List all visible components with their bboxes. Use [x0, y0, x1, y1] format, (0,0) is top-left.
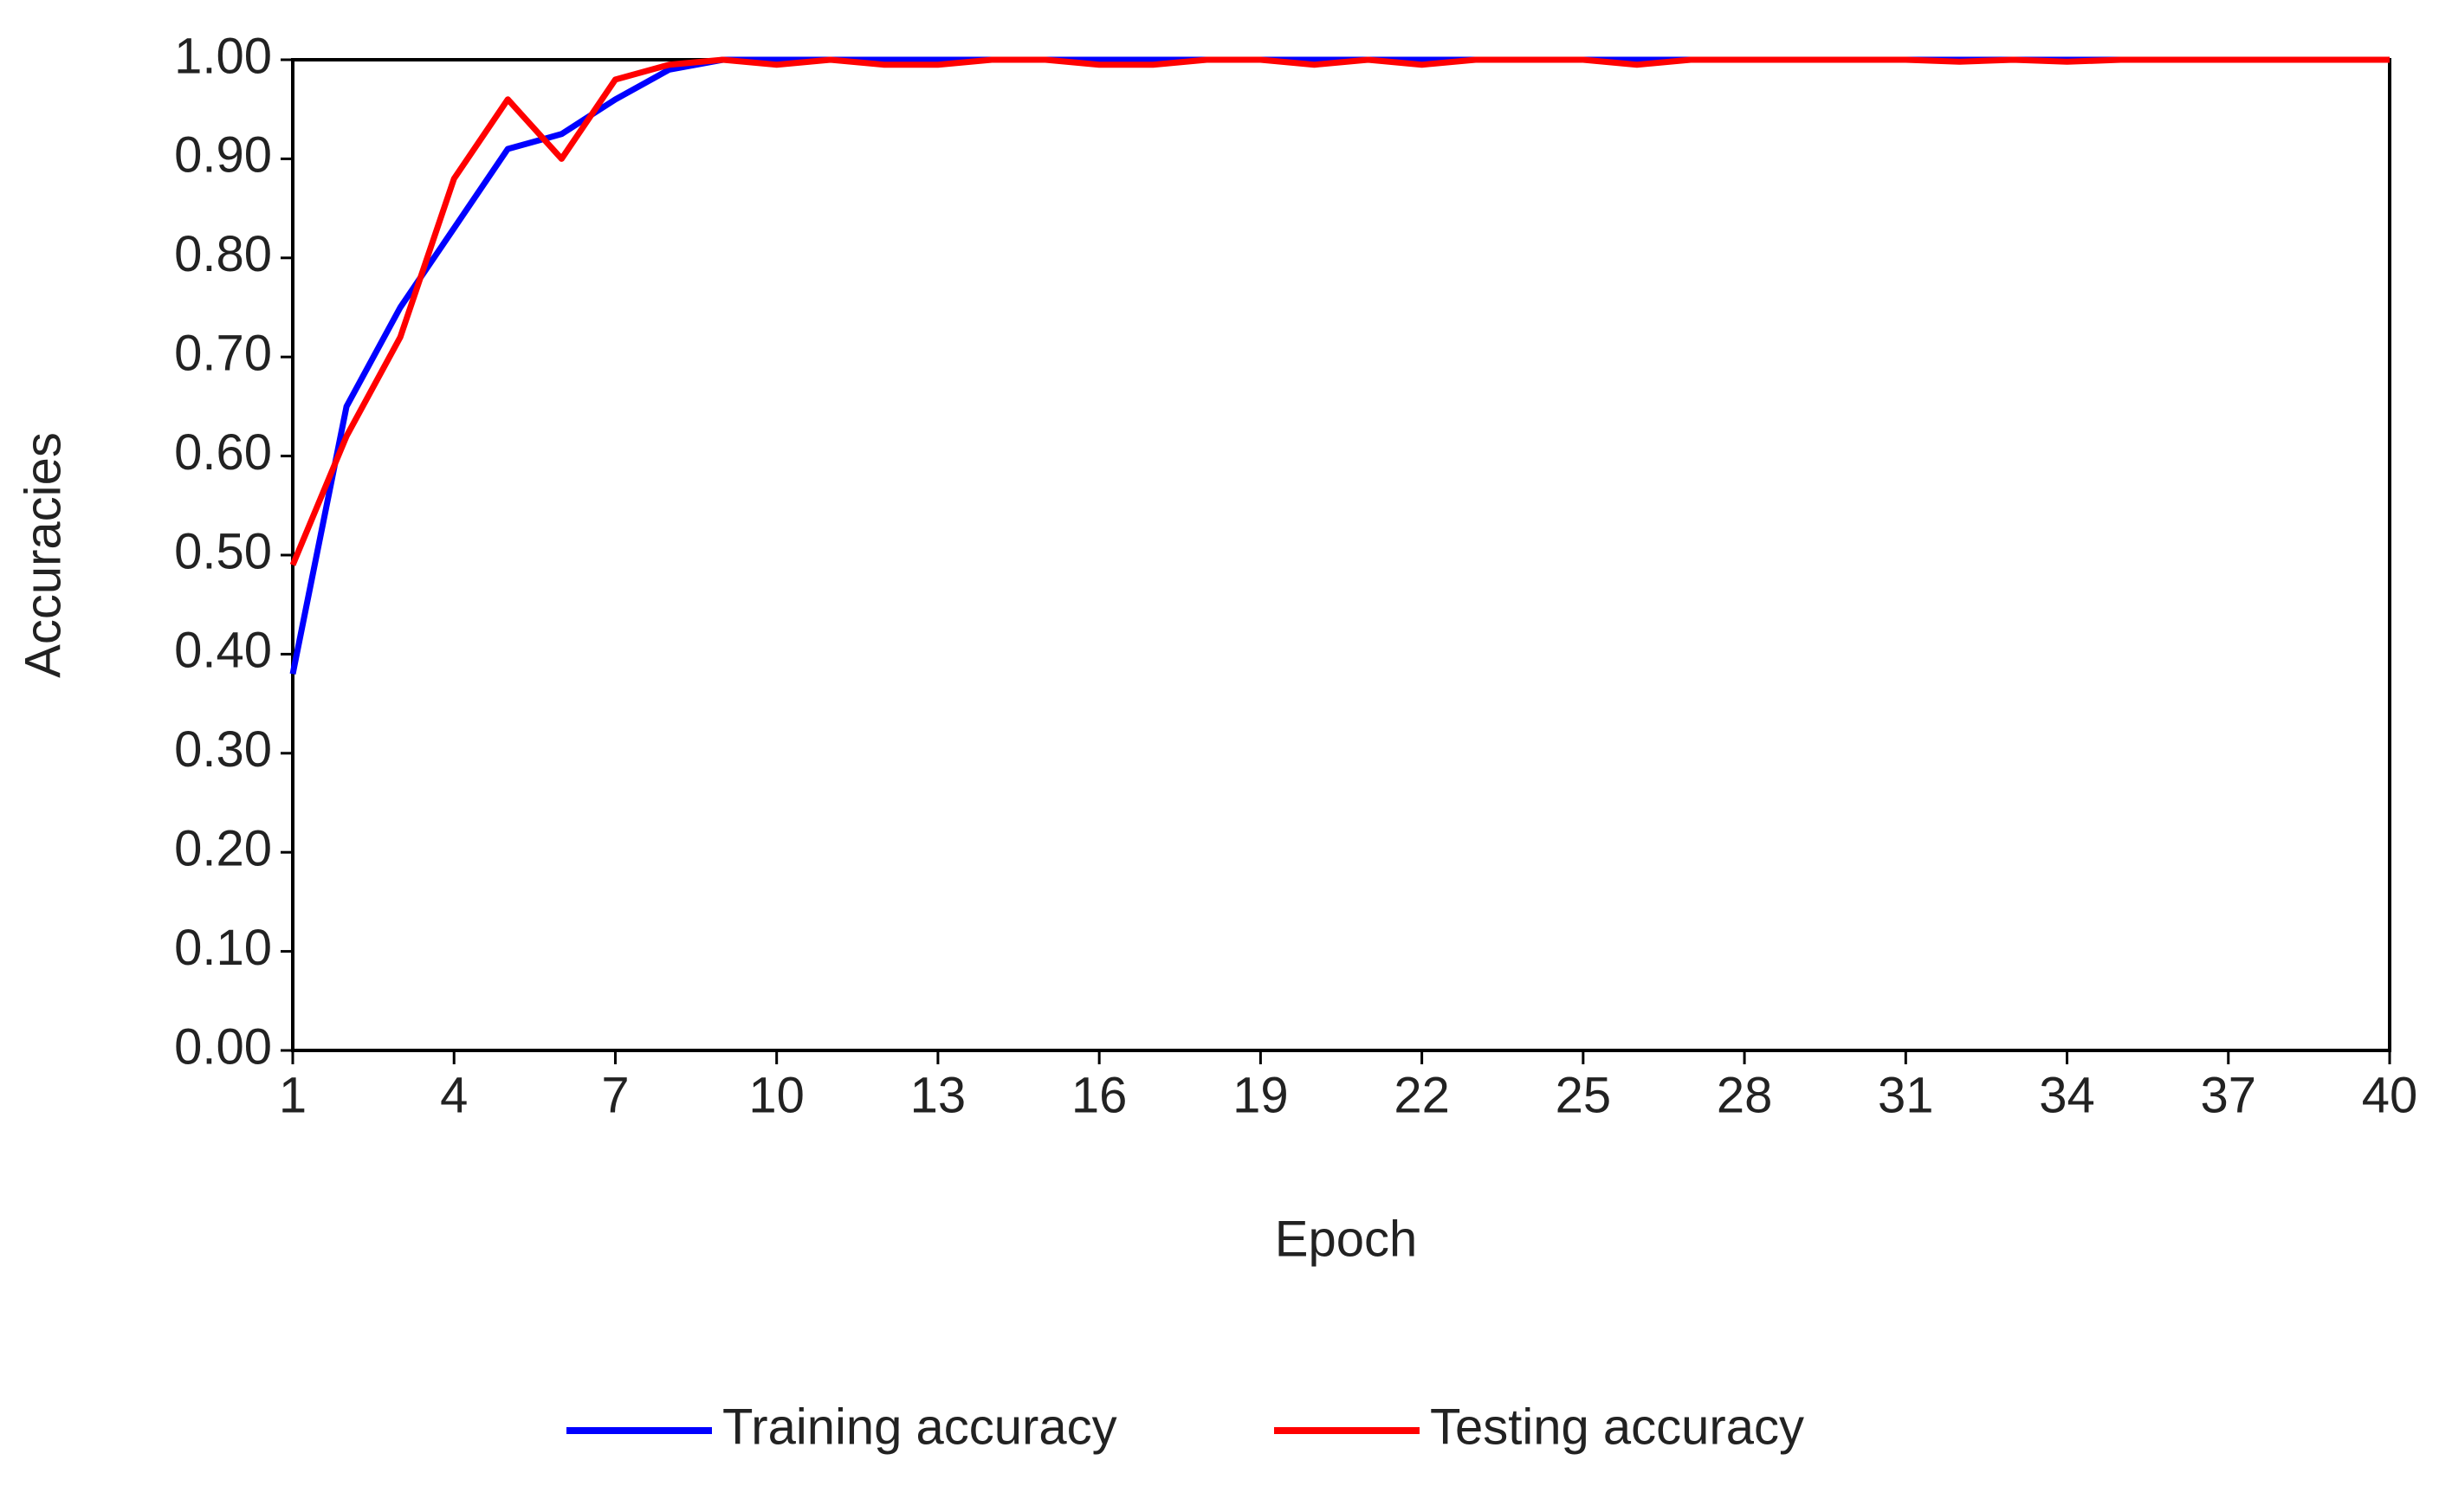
x-tick-label: 10 — [748, 1067, 805, 1123]
legend-label: Training accuracy — [722, 1399, 1117, 1455]
y-tick-label: 0.30 — [174, 721, 272, 778]
y-tick-label: 0.00 — [174, 1018, 272, 1075]
y-tick-label: 0.10 — [174, 920, 272, 976]
data-line — [289, 56, 2390, 675]
x-tick-label: 37 — [2201, 1067, 2257, 1123]
data-line — [289, 56, 2390, 566]
y-tick-label: 0.20 — [174, 821, 272, 877]
x-tick-label: 7 — [601, 1067, 629, 1123]
y-tick-label: 0.50 — [174, 523, 272, 579]
x-tick-label: 22 — [1394, 1067, 1450, 1123]
x-tick-label: 31 — [1878, 1067, 1934, 1123]
x-axis-label: Epoch — [1275, 1211, 1417, 1267]
x-tick-label: 19 — [1232, 1067, 1289, 1123]
x-tick-label: 25 — [1556, 1067, 1612, 1123]
x-tick-label: 40 — [2362, 1067, 2418, 1123]
y-tick-label: 1.00 — [174, 28, 272, 84]
y-tick-label: 0.40 — [174, 623, 272, 679]
x-tick-label: 4 — [440, 1067, 468, 1123]
x-tick-label: 34 — [2039, 1067, 2095, 1123]
x-tick-label: 1 — [279, 1067, 307, 1123]
y-tick-label: 0.80 — [174, 226, 272, 282]
plot-frame — [291, 58, 2391, 1052]
y-tick-label: 0.90 — [174, 127, 272, 184]
y-tick-label: 0.60 — [174, 424, 272, 481]
legend-label: Testing accuracy — [1430, 1399, 1804, 1455]
y-axis-label: Accuracies — [15, 432, 71, 678]
y-tick-label: 0.70 — [174, 326, 272, 382]
x-tick-label: 16 — [1071, 1067, 1128, 1123]
x-tick-label: 13 — [910, 1067, 967, 1123]
x-tick-label: 28 — [1717, 1067, 1773, 1123]
